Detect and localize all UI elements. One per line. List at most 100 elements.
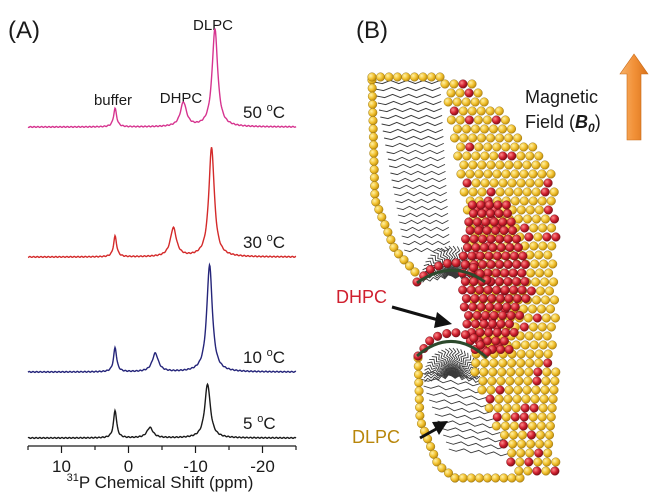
- lipid-tail: [390, 170, 446, 176]
- dhpc-headgroup: [462, 319, 472, 329]
- dhpc-headgroup: [488, 242, 498, 252]
- dlpc-headgroup: [534, 358, 544, 368]
- dhpc-headgroup: [498, 311, 508, 321]
- dlpc-headgroup: [468, 187, 478, 197]
- dlpc-headgroup: [405, 261, 415, 271]
- dlpc-headgroup: [533, 457, 543, 467]
- dlpc-headgroup: [477, 385, 487, 395]
- dhpc-headgroup: [509, 328, 519, 338]
- dlpc-headgroup: [541, 313, 551, 323]
- dlpc-headgroup: [479, 97, 489, 107]
- dhpc-headgroup: [515, 311, 525, 321]
- dlpc-headgroup: [524, 331, 534, 341]
- dhpc-headgroup: [488, 319, 498, 329]
- dhpc-headgroup: [492, 412, 502, 422]
- dlpc-headgroup: [522, 385, 532, 395]
- dlpc-headgroup: [489, 151, 499, 161]
- dlpc-headgroup: [503, 394, 513, 404]
- dlpc-headgroup: [480, 124, 490, 134]
- dhpc-headgroup: [493, 302, 503, 312]
- dlpc-headgroup: [501, 142, 511, 152]
- dhpc-headgroup: [527, 430, 537, 440]
- dhpc-headgroup: [519, 412, 529, 422]
- dlpc-headgroup: [494, 394, 504, 404]
- dlpc-headgroup: [482, 115, 492, 125]
- dhpc-headgroup: [476, 302, 486, 312]
- dlpc-headgroup: [534, 151, 544, 161]
- lipid-tail: [384, 135, 444, 141]
- dhpc-headgroup: [495, 294, 505, 304]
- dhpc-headgroup: [491, 225, 501, 235]
- dlpc-headgroup: [466, 473, 476, 483]
- dhpc-headgroup: [460, 330, 470, 340]
- dlpc-headgroup: [491, 473, 501, 483]
- lipid-tail: [380, 114, 443, 120]
- dhpc-headgroup: [542, 232, 552, 242]
- dlpc-headgroup: [516, 358, 526, 368]
- dlpc-headgroup: [410, 267, 420, 277]
- lipid-tail: [431, 406, 493, 415]
- dhpc-headgroup: [469, 208, 479, 218]
- dlpc-headgroup: [369, 156, 379, 166]
- dhpc-headgroup: [499, 225, 509, 235]
- dlpc-headgroup: [511, 403, 521, 413]
- lipid-tail: [388, 163, 446, 169]
- dhpc-headgroup: [466, 285, 476, 295]
- dhpc-pointer-arrow-icon: [391, 305, 452, 328]
- dlpc-headgroup: [527, 421, 537, 431]
- dlpc-headgroup: [455, 88, 465, 98]
- dhpc-headgroup: [534, 448, 544, 458]
- spectrum-trace: [27, 28, 297, 129]
- magnetic-field-label-line2: Field (B0): [525, 112, 601, 135]
- dlpc-headgroup: [526, 268, 536, 278]
- dlpc-headgroup: [479, 367, 489, 377]
- dlpc-headgroup: [540, 277, 550, 287]
- dhpc-headgroup: [505, 242, 515, 252]
- dlpc-headgroup: [539, 259, 549, 269]
- dhpc-headgroup: [495, 234, 505, 244]
- dlpc-headgroup: [522, 187, 532, 197]
- dlpc-headgroup: [535, 439, 545, 449]
- dlpc-headgroup: [547, 403, 557, 413]
- x-tick-label: 0: [124, 457, 133, 476]
- dlpc-headgroup: [369, 165, 379, 175]
- dlpc-headgroup: [513, 187, 523, 197]
- lipid-tail: [404, 247, 451, 253]
- dlpc-headgroup: [495, 160, 505, 170]
- dlpc-headgroup: [492, 142, 502, 152]
- x-axis-ticks: 10 0 -10 -20: [27, 446, 297, 476]
- dlpc-headgroup: [525, 205, 535, 215]
- dlpc-headgroup: [509, 421, 519, 431]
- dlpc-headgroup: [528, 412, 538, 422]
- spectrum-trace: [27, 382, 297, 440]
- dhpc-headgroup: [484, 328, 494, 338]
- dhpc-headgroup: [503, 260, 513, 270]
- dlpc-headgroup: [494, 106, 504, 116]
- dhpc-headgroup: [496, 345, 506, 355]
- dlpc-headgroup: [483, 169, 493, 179]
- dlpc-headgroup: [545, 286, 555, 296]
- dhpc-headgroup: [520, 403, 530, 413]
- dhpc-headgroup: [462, 242, 472, 252]
- dlpc-headgroup: [383, 227, 393, 237]
- lipid-tail: [424, 374, 453, 383]
- dlpc-headgroup: [531, 160, 541, 170]
- dlpc-headgroup: [458, 473, 468, 483]
- field-subscript: 0: [588, 121, 595, 135]
- dlpc-headgroup: [461, 97, 471, 107]
- dhpc-headgroup: [492, 285, 502, 295]
- dlpc-headgroup: [546, 322, 556, 332]
- lipid-tail: [423, 385, 484, 394]
- dlpc-headgroup: [367, 83, 377, 93]
- dlpc-headgroup: [432, 457, 442, 467]
- dlpc-headgroup: [545, 421, 555, 431]
- dlpc-headgroup: [523, 214, 533, 224]
- dhpc-headgroup: [550, 214, 560, 224]
- dlpc-headgroup: [453, 124, 463, 134]
- dlpc-headgroup: [427, 72, 437, 82]
- dhpc-headgroup: [478, 260, 488, 270]
- dhpc-headgroup: [459, 302, 469, 312]
- dlpc-headgroup: [508, 439, 518, 449]
- lipid-tail: [426, 392, 487, 401]
- dlpc-headgroup: [525, 178, 535, 188]
